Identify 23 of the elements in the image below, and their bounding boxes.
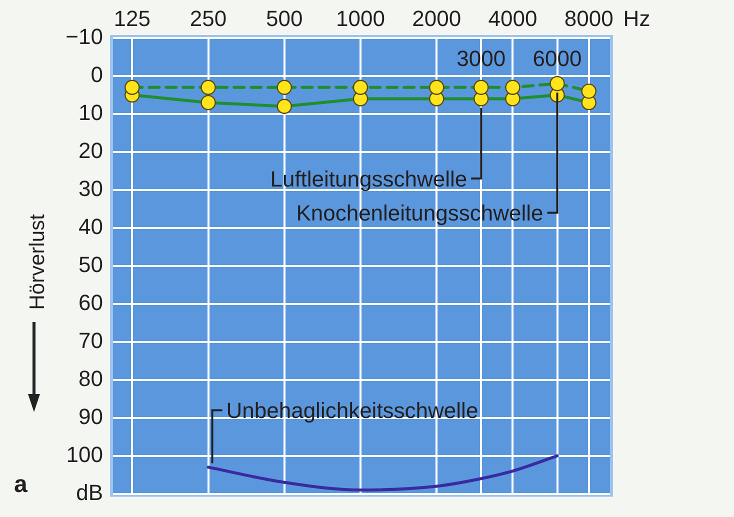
- x-tick-label: 8000: [564, 6, 614, 31]
- y-tick-label: 70: [78, 328, 103, 353]
- y-tick-label: 80: [78, 366, 103, 391]
- y-tick-label: −10: [66, 24, 103, 50]
- x-axis-title: Hz: [623, 6, 650, 31]
- text: a: [14, 470, 28, 498]
- x-tick-label: 125: [114, 6, 151, 31]
- y-tick-label: 0: [90, 62, 103, 88]
- x-tick-label: 2000: [412, 6, 462, 31]
- x-tick-label: 4000: [488, 6, 538, 31]
- y-axis-title: Hörverlust: [26, 214, 49, 310]
- y-tick-label: 10: [78, 100, 103, 126]
- y-tick-label: 50: [78, 252, 103, 277]
- y-tick-label: 30: [78, 176, 103, 201]
- x-tick-label: 1000: [336, 6, 385, 31]
- x-tick-label: 500: [266, 6, 303, 31]
- y-tick-label: 90: [78, 404, 103, 429]
- y-tick-label: 20: [78, 138, 103, 164]
- y-tick-label: 40: [78, 214, 103, 239]
- y-tick-label: dB: [76, 480, 103, 505]
- y-tick-label: 100: [66, 442, 103, 467]
- x-tick-label: 250: [190, 6, 227, 31]
- y-tick-label: 60: [78, 290, 103, 315]
